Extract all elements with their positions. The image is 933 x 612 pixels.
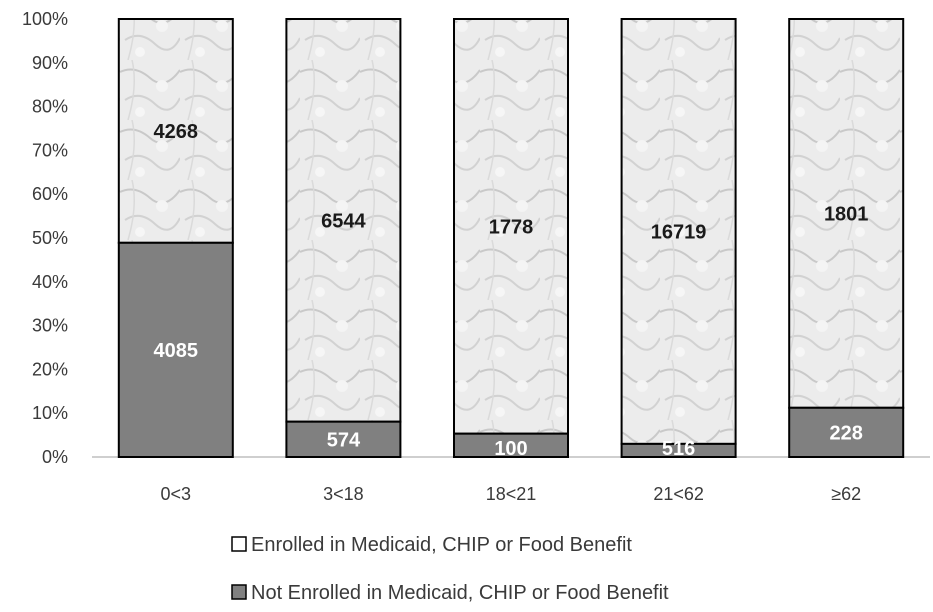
y-tick-label: 40% xyxy=(32,272,68,292)
y-axis: 0% 10% 20% 30% 40% 50% 60% 70% 80% 90% 100% 0<3 3<18… xyxy=(22,9,930,504)
x-tick-label: 3<18 xyxy=(323,484,364,504)
data-label-enrolled: 1778 xyxy=(489,216,534,238)
legend-swatch xyxy=(231,584,247,600)
data-label-not-enrolled: 100 xyxy=(494,438,527,460)
bar-not-enrolled xyxy=(117,241,234,458)
legend-label: Enrolled in Medicaid, CHIP or Food Benef… xyxy=(251,534,632,556)
data-labels: 4268 4085 6544 574 1778 100 16719 516 1801 228 xyxy=(154,121,869,460)
bar-enrolled xyxy=(285,18,402,423)
bars xyxy=(117,18,905,459)
x-tick-label: 0<3 xyxy=(161,484,192,504)
data-label-enrolled: 16719 xyxy=(651,221,707,243)
data-label-not-enrolled: 228 xyxy=(830,422,863,444)
x-tick-label: 21<62 xyxy=(653,484,704,504)
y-tick-label: 80% xyxy=(32,97,68,117)
data-label-not-enrolled: 574 xyxy=(327,429,361,451)
x-tick-label: 18<21 xyxy=(486,484,537,504)
data-label-enrolled: 4268 xyxy=(154,121,199,143)
data-label-not-enrolled: 516 xyxy=(662,438,695,460)
bar-enrolled xyxy=(117,18,234,244)
y-tick-label: 50% xyxy=(32,228,68,248)
bar-not-enrolled xyxy=(620,442,737,459)
bar-enrolled xyxy=(453,18,569,435)
bar-not-enrolled xyxy=(788,406,905,459)
y-tick-label: 20% xyxy=(32,359,68,379)
y-tick-label: 90% xyxy=(32,53,68,73)
legend: Enrolled in Medicaid, CHIP or Food Benef… xyxy=(231,534,669,604)
y-tick-label: 10% xyxy=(32,403,68,423)
bar-enrolled xyxy=(620,18,737,445)
y-tick-label: 70% xyxy=(32,140,68,160)
legend-swatch xyxy=(231,536,247,552)
bar-not-enrolled xyxy=(453,432,569,458)
data-label-not-enrolled: 4085 xyxy=(154,340,199,362)
y-tick-label: 100% xyxy=(22,9,68,29)
y-tick-label: 60% xyxy=(32,184,68,204)
x-tick-label: ≥62 xyxy=(831,484,861,504)
legend-label: Not Enrolled in Medicaid, CHIP or Food B… xyxy=(251,582,669,604)
y-tick-label: 30% xyxy=(32,316,68,336)
bar-not-enrolled xyxy=(285,420,402,459)
bar-enrolled xyxy=(788,18,905,409)
y-tick-label: 0% xyxy=(42,447,68,467)
data-label-enrolled: 1801 xyxy=(824,203,869,225)
data-label-enrolled: 6544 xyxy=(321,210,366,232)
